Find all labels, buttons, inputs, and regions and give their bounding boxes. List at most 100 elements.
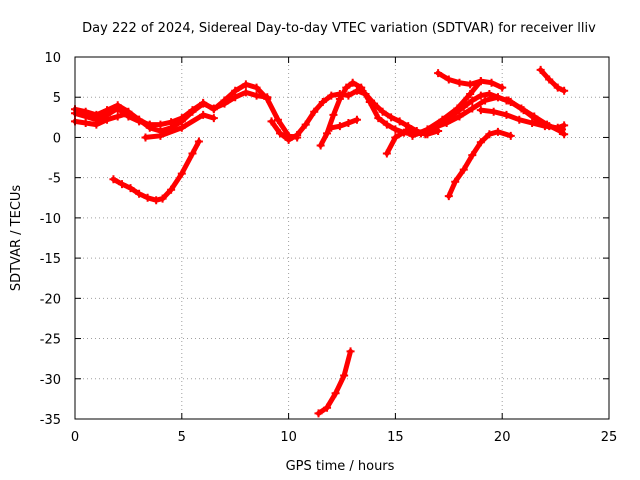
- data-point: [489, 107, 498, 116]
- data-point: [276, 129, 285, 138]
- data-point: [342, 83, 351, 92]
- data-point: [515, 115, 524, 124]
- data-point: [352, 115, 361, 124]
- data-point: [301, 120, 310, 129]
- data-point: [476, 106, 485, 115]
- data-point: [188, 149, 197, 158]
- data-point: [391, 133, 400, 142]
- data-point: [528, 118, 537, 127]
- data-point: [252, 91, 261, 100]
- data-point: [126, 184, 135, 193]
- data-point: [81, 107, 90, 116]
- y-tick-label: -20: [40, 292, 61, 307]
- data-point: [555, 127, 564, 136]
- data-point: [335, 122, 344, 131]
- data-point: [543, 120, 552, 129]
- data-point: [493, 93, 502, 102]
- data-point: [476, 91, 485, 100]
- series-arc-2: [71, 88, 272, 136]
- series-line: [110, 139, 202, 203]
- data-point: [177, 169, 186, 178]
- data-point: [442, 118, 451, 127]
- data-point: [323, 129, 332, 138]
- data-point: [517, 104, 526, 113]
- data-point: [273, 115, 282, 124]
- series-arc-10: [408, 77, 485, 140]
- data-point: [553, 83, 562, 92]
- data-point: [344, 91, 353, 100]
- data-point: [340, 371, 349, 380]
- data-point: [391, 125, 400, 134]
- data-point: [455, 112, 464, 121]
- series-line: [538, 67, 567, 94]
- series-arc-11: [434, 69, 507, 92]
- data-point: [434, 69, 443, 78]
- data-point: [487, 78, 496, 87]
- chart-title: Day 222 of 2024, Sidereal Day-to-day VTE…: [82, 21, 596, 36]
- data-point: [323, 403, 332, 412]
- x-tick-label: 20: [494, 430, 511, 445]
- data-point: [135, 189, 144, 198]
- data-point: [506, 131, 515, 140]
- data-point: [145, 121, 154, 130]
- series-arc-5: [109, 137, 203, 205]
- data-point: [476, 138, 485, 147]
- ticks: 0 5 10 15 20 25 10 5 0 -5 -10 -15 -20 -25 -30 -35: [40, 51, 618, 445]
- y-tick-label: 5: [53, 91, 61, 106]
- series-line: [410, 78, 484, 139]
- y-axis-label: SDTVAR / TECUs: [9, 185, 24, 292]
- data-point: [194, 137, 203, 146]
- data-point: [545, 75, 554, 84]
- data-point: [382, 120, 391, 129]
- data-point: [209, 114, 218, 123]
- data-point: [560, 121, 569, 130]
- data-point: [81, 118, 90, 127]
- grid: [75, 57, 609, 419]
- data-point: [141, 133, 150, 142]
- series-arc-14: [504, 96, 569, 139]
- data-point: [156, 131, 165, 140]
- data-point: [530, 112, 539, 121]
- series-layer: [71, 65, 569, 418]
- data-point: [423, 125, 432, 134]
- data-point: [444, 75, 453, 84]
- data-point: [113, 112, 122, 121]
- data-point: [453, 104, 462, 113]
- data-point: [92, 110, 101, 119]
- data-point: [152, 196, 161, 205]
- series-arc-17: [314, 347, 355, 418]
- data-point: [402, 127, 411, 136]
- x-tick-label: 15: [387, 430, 404, 445]
- data-point: [327, 123, 336, 132]
- x-tick-label: 5: [178, 430, 186, 445]
- data-point: [199, 99, 208, 108]
- data-point: [468, 104, 477, 113]
- y-tick-label: -5: [48, 172, 61, 187]
- data-point: [346, 347, 355, 356]
- data-point: [335, 94, 344, 103]
- data-point: [560, 86, 569, 95]
- data-point: [167, 185, 176, 194]
- data-point: [481, 96, 490, 105]
- data-point: [109, 175, 118, 184]
- data-point: [468, 96, 477, 105]
- data-point: [327, 91, 336, 100]
- data-point: [92, 120, 101, 129]
- data-point: [560, 130, 569, 139]
- y-tick-label: 10: [44, 51, 61, 66]
- data-point: [103, 115, 112, 124]
- data-point: [387, 113, 396, 122]
- y-tick-label: -10: [40, 212, 61, 227]
- data-point: [231, 93, 240, 102]
- x-axis-label: GPS time / hours: [286, 459, 395, 474]
- data-point: [241, 88, 250, 97]
- y-tick-label: -30: [40, 373, 61, 388]
- data-point: [267, 117, 276, 126]
- data-point: [429, 123, 438, 132]
- data-point: [158, 194, 167, 203]
- series-arc-4: [141, 110, 218, 142]
- data-point: [502, 110, 511, 119]
- data-point: [177, 123, 186, 132]
- y-tick-label: -15: [40, 252, 61, 267]
- data-point: [103, 106, 112, 115]
